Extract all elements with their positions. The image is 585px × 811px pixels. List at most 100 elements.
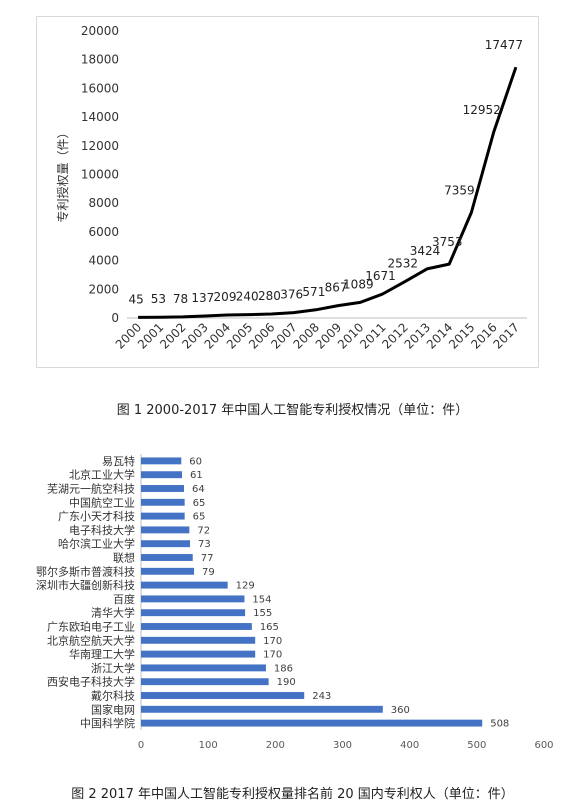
- x-tick-label: 300: [333, 740, 352, 751]
- bar: [141, 471, 182, 479]
- data-label: 3424: [410, 244, 441, 258]
- bar: [141, 512, 185, 520]
- category-label: 广东欧珀电子工业: [47, 620, 135, 634]
- bar-value-label: 77: [201, 553, 214, 564]
- category-label: 北京航空航天大学: [47, 633, 135, 647]
- bar: [141, 664, 266, 672]
- category-label: 联想: [113, 551, 135, 565]
- bar-value-label: 243: [312, 691, 331, 702]
- data-label: 1671: [365, 269, 396, 283]
- bar: [141, 581, 228, 589]
- category-label: 北京工业大学: [69, 468, 135, 482]
- data-label: 376: [280, 288, 303, 302]
- bar: [141, 650, 256, 658]
- figure-2-caption: 图 2 2017 年中国人工智能专利授权量排名前 20 国内专利权人（单位：件）: [71, 787, 514, 802]
- bar: [141, 678, 269, 686]
- category-label: 电子科技大学: [69, 523, 135, 537]
- category-label: 百度: [113, 592, 135, 606]
- bar-value-label: 129: [236, 581, 255, 592]
- data-label: 280: [258, 289, 281, 303]
- bar-chart-frame: 0 100 200 300 400 500 600 易瓦特 60 北京工业大学 61 芜湖元一航空科技…: [0, 446, 585, 766]
- data-label: 53: [151, 292, 166, 306]
- bar-value-label: 508: [490, 719, 509, 730]
- bar-value-label: 170: [263, 650, 282, 661]
- bar: [141, 526, 190, 534]
- y-tick-label: 20000: [81, 24, 119, 38]
- category-label: 中国航空工业: [69, 495, 135, 509]
- y-tick-label: 2000: [88, 282, 119, 296]
- bar-value-label: 65: [193, 512, 206, 523]
- y-tick-label: 10000: [81, 168, 119, 182]
- bar: [141, 636, 256, 644]
- bar-value-label: 79: [202, 567, 215, 578]
- bar: [141, 554, 193, 561]
- data-label: 137: [191, 291, 214, 305]
- data-label: 78: [173, 292, 188, 306]
- bar-value-label: 360: [391, 705, 410, 716]
- bar: [141, 595, 245, 603]
- category-label: 西安电子科技大学: [47, 675, 135, 689]
- y-tick-label: 4000: [88, 254, 119, 268]
- bar: [141, 540, 191, 548]
- category-label: 清华大学: [91, 606, 135, 620]
- data-label: 2532: [388, 257, 419, 271]
- y-tick-label: 18000: [81, 53, 119, 67]
- category-label: 芜湖元一航空科技: [47, 482, 135, 496]
- y-tick-label: 6000: [88, 225, 119, 239]
- y-tick-label: 14000: [81, 110, 119, 124]
- y-tick-label: 0: [111, 311, 119, 325]
- bar-value-label: 73: [198, 539, 211, 550]
- x-tick-label: 0: [138, 740, 144, 751]
- data-label: 571: [302, 285, 325, 299]
- bar-value-label: 165: [260, 622, 279, 633]
- bar-value-label: 60: [189, 456, 202, 467]
- category-label: 戴尔科技: [91, 689, 135, 703]
- category-label: 易瓦特: [102, 454, 135, 468]
- category-label: 广东小天才科技: [58, 509, 135, 523]
- bar: [141, 623, 252, 630]
- category-label: 哈尔滨工业大学: [58, 537, 135, 551]
- x-tick-label: 100: [199, 740, 218, 751]
- data-label: 45: [128, 292, 143, 306]
- line-chart: 0 2000 4000 6000 8000 10000 12000 14000 16000 180…: [55, 24, 527, 352]
- data-label: 209: [214, 290, 237, 304]
- category-label: 浙江大学: [91, 661, 135, 675]
- line-chart-frame: 0 2000 4000 6000 8000 10000 12000 14000 16000 180…: [36, 16, 539, 368]
- x-tick-label: 2017: [491, 320, 522, 351]
- data-label: 3753: [432, 235, 463, 249]
- category-label: 鄂尔多斯市普渡科技: [36, 564, 135, 578]
- bar: [141, 609, 246, 617]
- x-tick-label: 400: [400, 740, 419, 751]
- bar-value-label: 170: [263, 636, 282, 647]
- bar-value-label: 186: [274, 663, 293, 674]
- data-label: 867: [325, 281, 348, 295]
- bar-value-label: 190: [277, 677, 296, 688]
- data-label: 17477: [485, 38, 523, 52]
- bar: [141, 719, 483, 727]
- bar-chart: 0 100 200 300 400 500 600 易瓦特 60 北京工业大学 61 芜湖元一航空科技…: [36, 454, 554, 751]
- x-tick-label: 500: [467, 740, 486, 751]
- bar-value-label: 61: [190, 470, 203, 481]
- bar: [141, 567, 195, 575]
- y-tick-label: 16000: [81, 81, 119, 95]
- category-label: 深圳市大疆创新科技: [36, 578, 135, 592]
- bar: [141, 692, 305, 699]
- category-label: 中国科学院: [80, 716, 135, 730]
- data-label: 7359: [444, 183, 475, 197]
- bar-value-label: 64: [192, 484, 205, 495]
- bar: [141, 485, 184, 492]
- data-label: 12952: [463, 103, 501, 117]
- y-tick-label: 12000: [81, 139, 119, 153]
- data-label: 1089: [343, 277, 374, 291]
- category-label: 华南理工大学: [69, 647, 135, 661]
- data-label: 240: [236, 290, 259, 304]
- bar-value-label: 72: [197, 525, 210, 536]
- bar: [141, 457, 182, 465]
- bar: [141, 498, 185, 506]
- figure-1-caption: 图 1 2000-2017 年中国人工智能专利授权情况（单位：件）: [116, 403, 469, 418]
- bar-value-label: 154: [252, 594, 271, 605]
- category-label: 国家电网: [91, 702, 135, 716]
- bar: [141, 705, 383, 713]
- bar-value-label: 65: [193, 498, 206, 509]
- x-tick-label: 200: [266, 740, 285, 751]
